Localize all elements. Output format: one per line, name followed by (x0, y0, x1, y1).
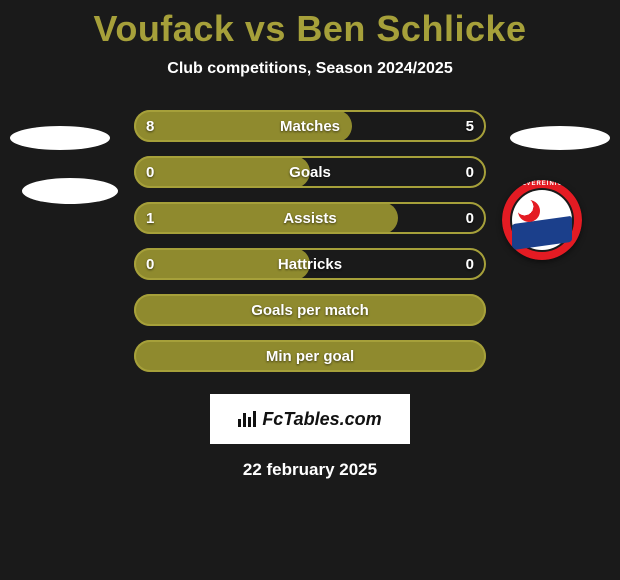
stat-label: Matches (134, 110, 486, 142)
stat-bar: 85Matches (134, 110, 486, 142)
brand-text: FcTables.com (262, 409, 381, 430)
stat-label: Min per goal (134, 340, 486, 372)
stat-bar: 00Goals (134, 156, 486, 188)
page-title: Voufack vs Ben Schlicke (0, 0, 620, 50)
stat-bar: 00Hattricks (134, 248, 486, 280)
page-subtitle: Club competitions, Season 2024/2025 (0, 60, 620, 78)
brand-badge[interactable]: FcTables.com (210, 394, 410, 444)
stat-bar: Goals per match (134, 294, 486, 326)
stat-bar: 10Assists (134, 202, 486, 234)
club-badge-right: SPIELVEREINIGUNG (502, 180, 582, 260)
stat-label: Goals per match (134, 294, 486, 326)
avatar-left-2 (22, 178, 118, 204)
avatar-right-1 (510, 126, 610, 150)
date-label: 22 february 2025 (0, 460, 620, 480)
avatar-left-1 (10, 126, 110, 150)
bar-chart-icon (238, 411, 256, 427)
stat-label: Goals (134, 156, 486, 188)
stat-label: Hattricks (134, 248, 486, 280)
stat-label: Assists (134, 202, 486, 234)
stat-bar: Min per goal (134, 340, 486, 372)
